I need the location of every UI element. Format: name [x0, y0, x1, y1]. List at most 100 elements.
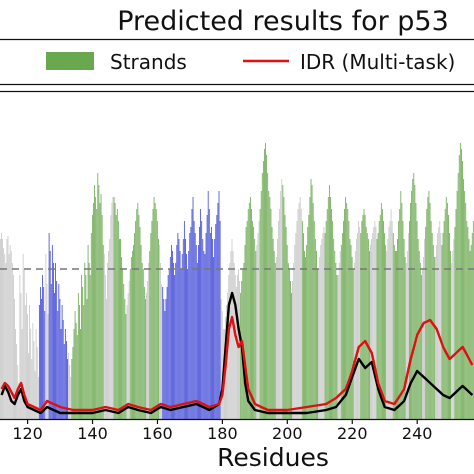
bar	[164, 311, 166, 419]
bar	[35, 329, 37, 419]
bar	[70, 377, 72, 419]
bar	[148, 263, 150, 419]
bar	[11, 263, 13, 419]
bar	[33, 341, 35, 419]
x-tick-label: 200	[272, 424, 303, 443]
bar	[348, 221, 350, 419]
bar	[376, 239, 378, 419]
bar	[178, 239, 180, 419]
bar	[87, 245, 89, 419]
bar	[456, 191, 458, 419]
bar	[308, 215, 310, 419]
bar	[468, 239, 470, 419]
bar	[50, 284, 52, 419]
bar	[24, 305, 26, 419]
bar	[59, 299, 61, 419]
bar	[380, 203, 382, 419]
bar	[10, 251, 12, 419]
bar	[405, 263, 407, 419]
bar	[1, 233, 2, 419]
bar	[36, 347, 38, 419]
bar	[377, 233, 379, 419]
bar	[304, 251, 305, 419]
bar	[311, 185, 313, 419]
bar	[295, 233, 297, 419]
bar	[230, 251, 232, 419]
bar	[109, 239, 111, 419]
bar	[385, 245, 387, 419]
bar	[183, 221, 185, 419]
bar	[345, 197, 347, 419]
bar	[96, 209, 98, 419]
bar	[344, 209, 345, 419]
bar	[103, 254, 105, 419]
x-axis-label: Residues	[217, 443, 329, 472]
bar	[337, 275, 339, 419]
bar	[158, 239, 159, 419]
bar	[454, 227, 456, 419]
bar	[365, 227, 367, 419]
bar	[154, 203, 156, 419]
bar	[12, 275, 14, 419]
legend-label-idr: IDR (Multi-task)	[300, 50, 455, 74]
bar	[383, 221, 384, 419]
bar	[57, 311, 59, 419]
bar	[235, 287, 237, 419]
bar	[459, 143, 461, 419]
bar	[168, 269, 170, 419]
bar	[232, 251, 234, 419]
bar	[370, 245, 371, 419]
bar	[277, 239, 278, 419]
bar	[221, 311, 223, 419]
bar	[227, 293, 229, 419]
bar	[191, 209, 193, 419]
bar	[410, 203, 411, 419]
bar	[449, 233, 450, 419]
bar	[151, 221, 153, 419]
chart-title: Predicted results for p53	[117, 6, 449, 37]
bar	[133, 245, 134, 419]
bar	[341, 233, 343, 419]
bar	[14, 299, 15, 419]
bar	[419, 263, 421, 419]
bar	[317, 269, 318, 419]
bar	[319, 257, 321, 419]
bar	[293, 263, 295, 419]
bar	[307, 227, 309, 419]
bar	[271, 227, 273, 419]
bar	[121, 257, 123, 419]
bar	[101, 215, 103, 419]
bar	[82, 287, 84, 419]
bar	[71, 359, 73, 419]
bar	[259, 209, 261, 419]
bar	[8, 254, 10, 419]
bar	[153, 197, 155, 419]
bar	[391, 221, 393, 419]
bar	[125, 314, 127, 419]
bar	[270, 209, 272, 419]
bar	[45, 254, 47, 419]
bar	[110, 215, 112, 419]
bar	[386, 251, 388, 419]
bar	[286, 245, 288, 419]
bar	[200, 209, 202, 419]
bar	[229, 263, 231, 419]
bar	[316, 251, 317, 419]
x-tick-label: 120	[12, 424, 43, 443]
bar	[165, 299, 167, 419]
bar	[204, 254, 206, 419]
bar	[6, 239, 8, 419]
bar	[407, 233, 409, 419]
bar	[354, 251, 356, 419]
legend-label-strands: Strands	[110, 50, 187, 74]
bar	[25, 293, 27, 419]
bar	[375, 227, 377, 419]
bar	[203, 251, 205, 419]
bar	[127, 293, 129, 419]
bar	[314, 239, 316, 419]
bar	[318, 269, 319, 419]
bar	[47, 314, 49, 419]
bar	[175, 263, 177, 419]
bar	[413, 173, 415, 419]
bar	[390, 209, 392, 419]
